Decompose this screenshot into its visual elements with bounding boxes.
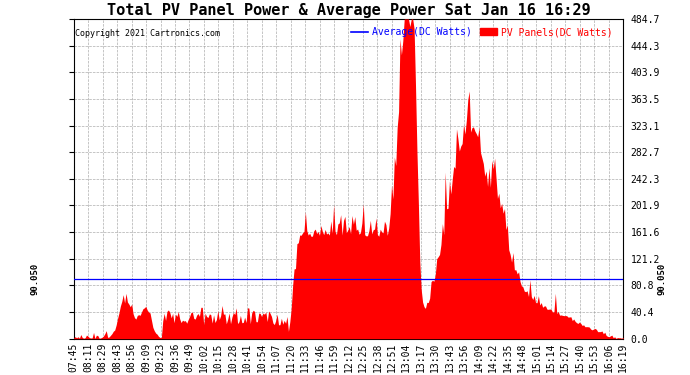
Legend: Average(DC Watts), PV Panels(DC Watts): Average(DC Watts), PV Panels(DC Watts) bbox=[351, 27, 613, 37]
Text: Copyright 2021 Cartronics.com: Copyright 2021 Cartronics.com bbox=[75, 28, 220, 38]
Title: Total PV Panel Power & Average Power Sat Jan 16 16:29: Total PV Panel Power & Average Power Sat… bbox=[107, 3, 590, 18]
Text: 90.050: 90.050 bbox=[30, 263, 39, 296]
Text: 90.050: 90.050 bbox=[658, 263, 667, 296]
